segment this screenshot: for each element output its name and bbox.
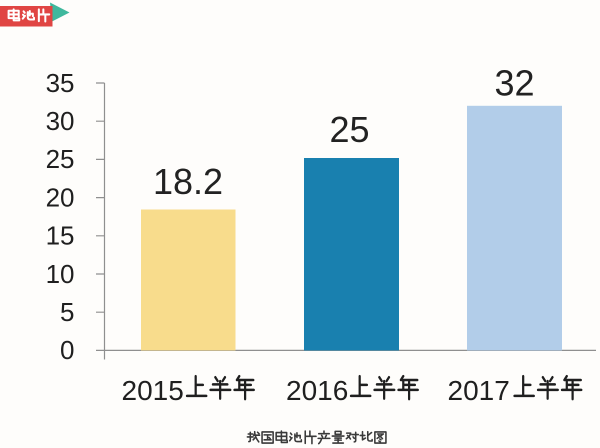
svg-text:2015: 2015 — [122, 375, 184, 406]
svg-text:30: 30 — [46, 106, 75, 136]
svg-text:0: 0 — [60, 335, 74, 365]
svg-text:2017: 2017 — [448, 375, 510, 406]
svg-text:35: 35 — [46, 68, 75, 98]
svg-text:15: 15 — [46, 221, 75, 251]
svg-text:18.2: 18.2 — [153, 161, 223, 202]
svg-text:20: 20 — [46, 182, 75, 212]
svg-text:5: 5 — [60, 297, 74, 327]
svg-text:25: 25 — [329, 109, 369, 150]
svg-text:32: 32 — [494, 63, 534, 104]
svg-text:2016: 2016 — [286, 375, 348, 406]
svg-text:10: 10 — [46, 259, 75, 289]
svg-text:25: 25 — [46, 144, 75, 174]
